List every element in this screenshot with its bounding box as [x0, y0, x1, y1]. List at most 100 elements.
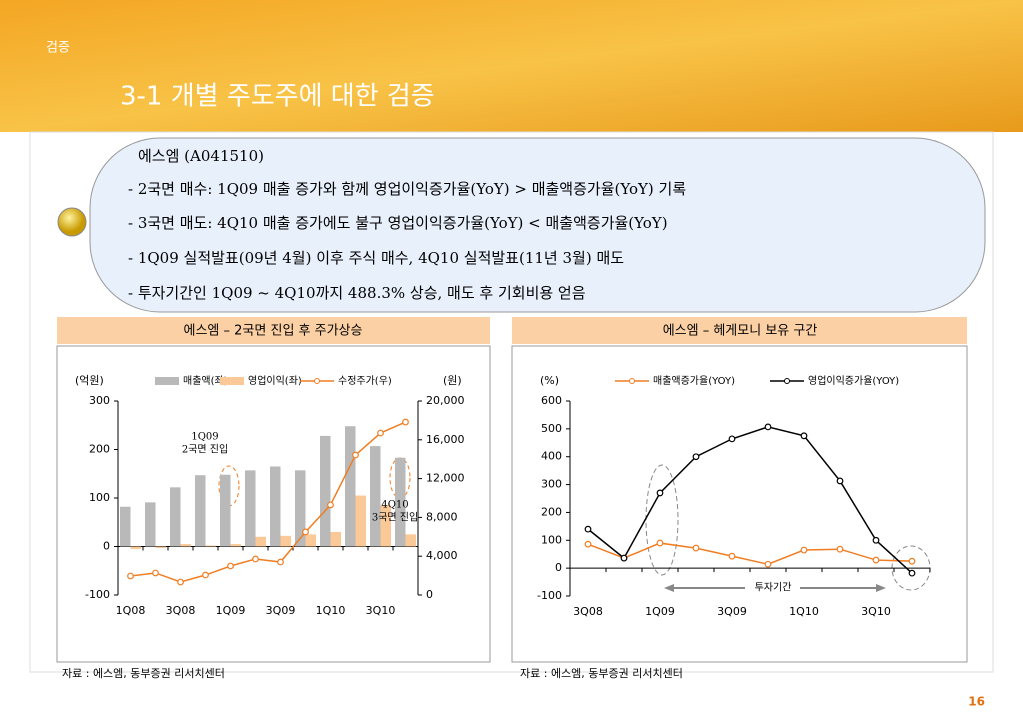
bar — [120, 506, 131, 547]
arrow-head — [876, 584, 886, 592]
y-tick-label: 0 — [103, 540, 110, 553]
point — [692, 453, 700, 461]
page-number: 16 — [968, 695, 985, 709]
x-tick-label: 1Q09 — [216, 604, 246, 617]
bar — [130, 546, 141, 549]
bar — [180, 544, 191, 547]
arrow-head — [664, 584, 674, 592]
point — [302, 528, 309, 536]
point — [728, 552, 736, 560]
y-tick-label: 300 — [541, 478, 562, 491]
chart-frame — [511, 345, 968, 663]
point — [764, 423, 772, 431]
summary-box — [89, 137, 986, 313]
point — [152, 569, 159, 577]
point — [908, 557, 916, 565]
legend-swatch — [155, 377, 179, 385]
point — [584, 525, 592, 533]
summary-line: - 2국면 매수: 1Q09 매출 증가와 함께 영업이익증가율(YoY) > … — [128, 180, 686, 198]
point — [800, 432, 808, 440]
header-banner — [0, 0, 1023, 132]
bar — [155, 546, 166, 548]
y2-tick-label: 12,000 — [426, 472, 465, 485]
point — [728, 435, 736, 443]
y-tick-label: 100 — [89, 491, 110, 504]
point — [620, 554, 628, 562]
summary-line: - 투자기간인 1Q09 ~ 4Q10까지 488.3% 상승, 매도 후 기회… — [128, 284, 586, 302]
y-tick-label: 400 — [541, 450, 562, 463]
bar — [205, 545, 216, 547]
bar — [395, 457, 406, 547]
y2-tick-label: 8,000 — [426, 510, 458, 523]
summary-line: - 3국면 매도: 4Q10 매출 증가에도 불구 영업이익증가율(YoY) <… — [128, 214, 668, 232]
y2-tick-label: 0 — [426, 588, 433, 601]
bar — [330, 531, 341, 547]
frame — [29, 131, 994, 673]
point — [584, 540, 592, 548]
point — [836, 477, 844, 485]
legend-label: 영업이익증가율(YOY) — [808, 374, 899, 387]
point — [800, 546, 808, 554]
section-label: 검증 — [46, 41, 70, 56]
annotation: 3국면 진입 — [372, 511, 418, 524]
bar — [280, 535, 291, 547]
point — [327, 501, 334, 509]
source-note: 자료 : 에스엠, 동부증권 리서치센터 — [520, 667, 683, 680]
point — [127, 572, 134, 580]
bar — [195, 475, 206, 547]
point — [656, 539, 664, 547]
x-tick-label: 1Q09 — [645, 605, 675, 618]
point — [656, 489, 664, 497]
x-tick-label: 3Q08 — [573, 605, 603, 618]
y-tick-label: 300 — [89, 394, 110, 407]
point — [872, 536, 880, 544]
point — [277, 558, 284, 566]
bar — [220, 474, 231, 547]
x-tick-label: 3Q10 — [366, 604, 396, 617]
bar — [295, 470, 306, 547]
source-note: 자료 : 에스엠, 동부증권 리서치센터 — [62, 667, 225, 680]
bar — [270, 466, 281, 547]
point — [352, 451, 359, 459]
bar — [145, 502, 156, 547]
line-series — [587, 542, 913, 566]
bar — [355, 495, 366, 547]
chart-title: 에스엠 – 헤게모니 보유 구간 — [663, 324, 818, 339]
bar — [345, 426, 356, 547]
y-tick-label: 600 — [541, 394, 562, 407]
x-tick-label: 3Q08 — [166, 604, 196, 617]
y-tick-label: -100 — [537, 589, 562, 602]
point — [202, 571, 209, 579]
x-tick-label: 1Q10 — [789, 605, 819, 618]
bar — [305, 534, 316, 547]
chart-title: 에스엠 – 2국면 진입 후 주가상승 — [184, 324, 363, 339]
x-tick-label: 1Q10 — [316, 604, 346, 617]
x-tick-label: 3Q09 — [266, 604, 296, 617]
legend-label: 수정주가(우) — [338, 375, 392, 387]
y2-tick-label: 4,000 — [426, 549, 458, 562]
summary-line: - 1Q09 실적발표(09년 4월) 이후 주식 매수, 4Q10 실적발표(… — [128, 249, 624, 267]
point — [836, 545, 844, 553]
point — [377, 429, 384, 437]
point — [872, 556, 880, 564]
point — [227, 562, 234, 570]
summary-title: 에스엠 (A041510) — [138, 147, 264, 165]
point — [692, 544, 700, 552]
bar — [245, 470, 256, 547]
y-tick-label: 200 — [89, 443, 110, 456]
highlight-ellipse — [645, 464, 679, 576]
point — [252, 555, 259, 563]
bar — [405, 534, 416, 547]
chart-header — [512, 317, 967, 344]
axis-unit: (원) — [443, 374, 462, 387]
annotation: 투자기간 — [755, 582, 792, 594]
legend-marker — [629, 378, 635, 384]
annotation: 1Q09 — [191, 432, 218, 443]
point — [402, 418, 409, 426]
bar — [370, 446, 381, 547]
chart-header — [57, 317, 490, 344]
point — [177, 578, 184, 586]
legend-marker — [314, 378, 320, 384]
axis-unit: (%) — [540, 374, 559, 387]
